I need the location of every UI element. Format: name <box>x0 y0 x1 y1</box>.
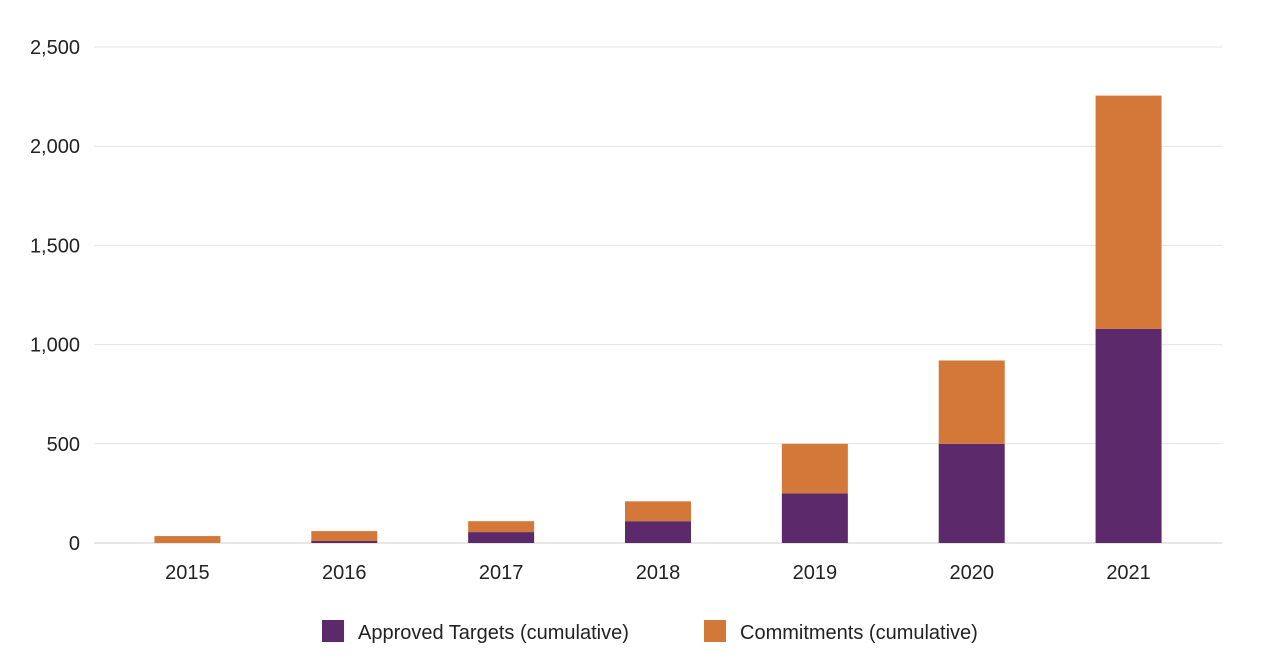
bar-2019-series-1 <box>781 443 848 494</box>
bar-2018-series-1 <box>625 501 691 522</box>
y-tick-label: 500 <box>47 434 80 456</box>
x-tick-label: 2020 <box>949 562 994 584</box>
bar-2016-series-0 <box>311 541 378 543</box>
legend-label-1: Commitments (cumulative) <box>740 622 978 644</box>
bar-2017-series-1 <box>468 521 535 533</box>
y-axis-ticks: 0 500 1,000 1,500 2,000 2,500 <box>30 37 80 555</box>
legend-label-0: Approved Targets (cumulative) <box>358 622 629 644</box>
x-tick-label: 2016 <box>322 562 367 584</box>
y-tick-label: 2,000 <box>30 136 80 158</box>
bar-2021-series-1 <box>1095 95 1162 329</box>
bar-2015-series-1 <box>154 536 221 543</box>
y-tick-label: 2,500 <box>30 37 80 59</box>
bar-2021-series-0 <box>1095 328 1162 543</box>
x-tick-label: 2021 <box>1106 562 1151 584</box>
bar-2020-series-1 <box>938 360 1005 444</box>
x-tick-label: 2018 <box>636 562 681 584</box>
legend-swatch-1 <box>704 620 726 642</box>
bar-2016-series-1 <box>311 531 378 542</box>
x-axis-ticks: 2015 2016 2017 2018 2019 2020 2021 <box>165 562 1151 584</box>
bar-2020-series-0 <box>938 443 1005 543</box>
y-tick-label: 0 <box>69 533 80 555</box>
bars <box>154 95 1162 543</box>
legend: Approved Targets (cumulative) Commitments… <box>322 620 978 644</box>
bar-2018-series-0 <box>625 521 691 543</box>
y-tick-label: 1,500 <box>30 235 80 257</box>
bar-2019-series-0 <box>781 493 848 543</box>
gridlines <box>94 46 1222 544</box>
x-tick-label: 2019 <box>793 562 838 584</box>
x-tick-label: 2017 <box>479 562 524 584</box>
legend-swatch-0 <box>322 620 344 642</box>
bar-2017-series-0 <box>468 532 535 543</box>
y-tick-label: 1,000 <box>30 335 80 357</box>
x-tick-label: 2015 <box>165 562 210 584</box>
